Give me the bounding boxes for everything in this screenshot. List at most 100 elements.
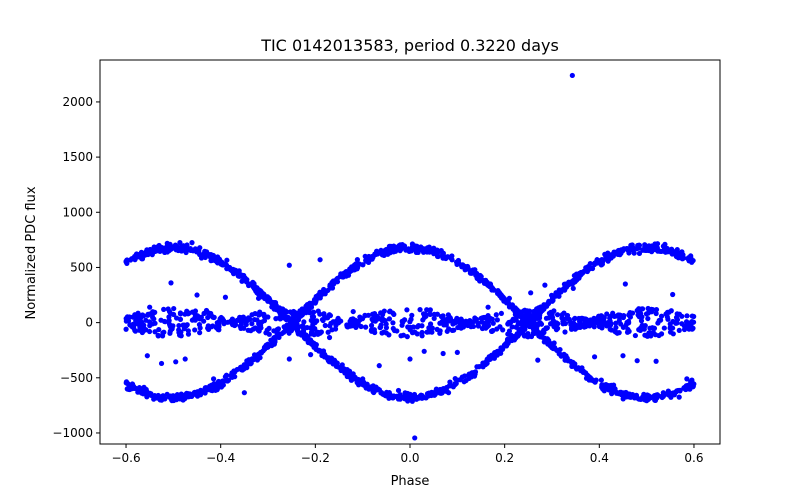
data-point — [496, 292, 503, 298]
data-point — [691, 313, 697, 320]
data-point — [211, 314, 217, 321]
data-point — [354, 380, 360, 386]
data-point — [171, 305, 177, 312]
data-point — [180, 322, 186, 328]
data-point — [211, 381, 217, 387]
data-point — [216, 320, 222, 327]
outlier-point — [542, 282, 548, 288]
data-point — [679, 313, 685, 319]
data-point — [320, 317, 326, 324]
data-point — [626, 328, 632, 334]
data-point — [202, 249, 209, 256]
data-point — [189, 240, 195, 246]
data-point — [390, 325, 396, 332]
data-point — [605, 320, 611, 326]
data-point — [439, 320, 445, 326]
data-point — [207, 254, 214, 260]
data-point — [587, 265, 594, 271]
data-point — [620, 324, 626, 330]
data-point — [628, 242, 634, 248]
data-point — [494, 317, 500, 323]
data-point — [479, 315, 486, 321]
data-point — [525, 313, 531, 319]
data-point — [605, 251, 612, 257]
data-point — [484, 360, 490, 366]
data-point — [262, 295, 268, 301]
data-point — [653, 310, 659, 317]
data-point — [662, 241, 668, 247]
data-point — [670, 325, 676, 331]
data-point — [271, 335, 277, 341]
data-point — [595, 258, 601, 264]
y-tick-label: 1000 — [62, 205, 93, 219]
data-point — [497, 324, 503, 330]
y-tick-label: 1500 — [62, 150, 93, 164]
data-point — [611, 382, 617, 388]
outlier-point — [569, 72, 575, 79]
outlier-point — [308, 352, 314, 358]
data-point — [490, 320, 496, 326]
data-point — [417, 307, 423, 313]
data-point — [197, 325, 203, 331]
data-point — [647, 394, 653, 400]
data-point — [437, 390, 443, 396]
data-point — [405, 246, 412, 252]
data-point — [368, 322, 375, 329]
data-point — [188, 247, 194, 254]
data-point — [643, 247, 649, 253]
data-point — [358, 323, 364, 330]
data-point — [571, 316, 578, 322]
data-point — [322, 351, 328, 358]
data-point — [312, 320, 318, 326]
data-point — [559, 352, 566, 358]
data-point — [570, 324, 576, 330]
data-point — [160, 330, 166, 336]
data-point — [176, 322, 182, 329]
data-point — [131, 385, 138, 391]
data-point — [462, 373, 468, 379]
data-point — [377, 324, 383, 331]
data-point — [397, 392, 403, 398]
data-point — [419, 329, 425, 336]
data-point — [127, 322, 133, 328]
data-point — [537, 331, 543, 337]
data-point — [316, 347, 322, 353]
data-point — [233, 267, 239, 273]
data-point — [265, 344, 271, 350]
data-point — [162, 319, 168, 325]
data-point — [435, 253, 441, 260]
data-point — [562, 329, 568, 335]
data-point — [166, 314, 172, 320]
data-point — [152, 320, 158, 326]
outlier-point — [286, 356, 292, 362]
data-point — [583, 265, 589, 271]
data-point — [318, 329, 324, 335]
data-point — [197, 330, 203, 336]
data-point — [123, 326, 129, 332]
data-point — [412, 243, 418, 249]
data-point — [150, 309, 156, 315]
y-tick-label: −1000 — [52, 426, 93, 440]
data-point — [189, 393, 195, 399]
data-point — [612, 328, 618, 334]
data-point — [624, 245, 630, 252]
data-point — [591, 324, 597, 330]
data-point — [598, 377, 604, 383]
data-point — [205, 323, 211, 329]
data-point — [327, 312, 334, 319]
data-point — [632, 332, 638, 339]
data-point — [414, 395, 420, 401]
data-point — [421, 314, 428, 320]
data-point — [228, 372, 234, 379]
outlier-point — [286, 262, 292, 268]
data-point — [232, 368, 238, 374]
outlier-point — [241, 390, 247, 396]
data-point — [559, 312, 565, 318]
data-point — [670, 331, 676, 337]
data-point — [608, 255, 614, 261]
data-point — [309, 313, 316, 320]
data-point — [438, 313, 445, 320]
data-point — [676, 394, 682, 400]
data-point — [349, 323, 355, 329]
data-point — [239, 365, 245, 372]
